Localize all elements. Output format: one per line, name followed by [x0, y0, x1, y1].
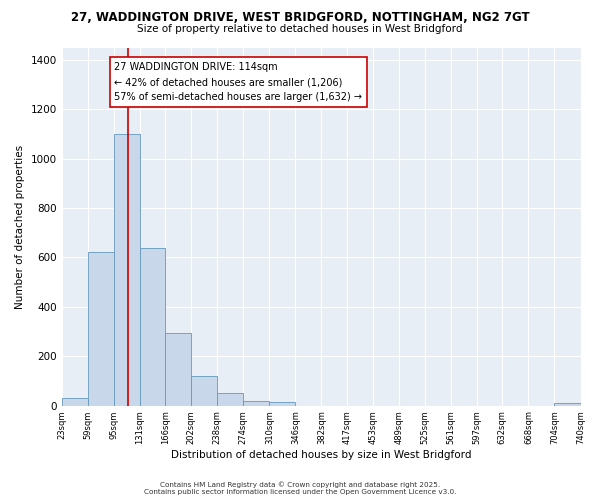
Bar — [269, 402, 295, 406]
Bar — [88, 252, 114, 406]
Bar — [243, 400, 269, 406]
Text: Contains HM Land Registry data © Crown copyright and database right 2025.: Contains HM Land Registry data © Crown c… — [160, 481, 440, 488]
Bar — [191, 376, 217, 406]
X-axis label: Distribution of detached houses by size in West Bridgford: Distribution of detached houses by size … — [171, 450, 472, 460]
Bar — [217, 393, 243, 406]
Bar — [140, 248, 165, 406]
Bar — [62, 398, 88, 406]
Text: 27, WADDINGTON DRIVE, WEST BRIDGFORD, NOTTINGHAM, NG2 7GT: 27, WADDINGTON DRIVE, WEST BRIDGFORD, NO… — [71, 11, 529, 24]
Y-axis label: Number of detached properties: Number of detached properties — [15, 144, 25, 308]
Text: 27 WADDINGTON DRIVE: 114sqm
← 42% of detached houses are smaller (1,206)
57% of : 27 WADDINGTON DRIVE: 114sqm ← 42% of det… — [115, 62, 362, 102]
Text: Contains public sector information licensed under the Open Government Licence v3: Contains public sector information licen… — [144, 489, 456, 495]
Bar — [165, 332, 191, 406]
Text: Size of property relative to detached houses in West Bridgford: Size of property relative to detached ho… — [137, 24, 463, 34]
Bar — [554, 403, 581, 406]
Bar — [114, 134, 140, 406]
